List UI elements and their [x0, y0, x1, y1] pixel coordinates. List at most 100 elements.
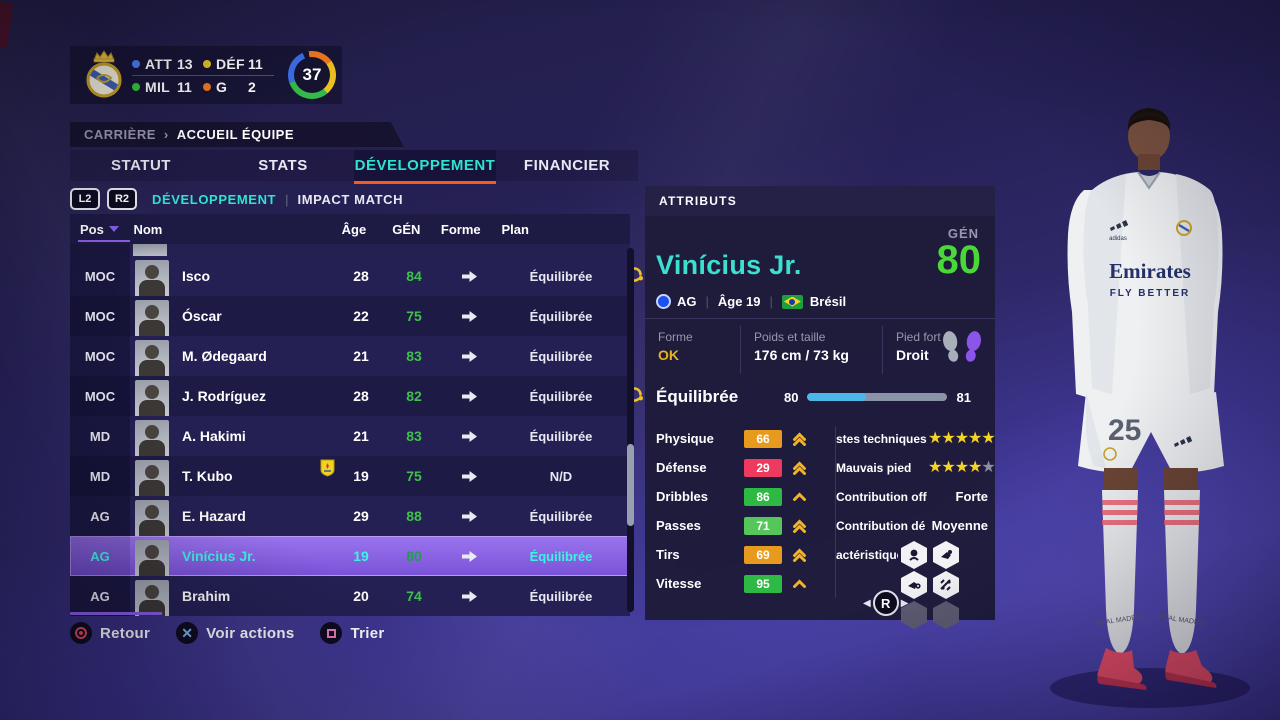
table-row[interactable]: MOC J. Rodríguez 28 82 Équilibrée — [70, 376, 643, 416]
cell-avatar — [130, 416, 174, 456]
column-header-forme[interactable]: Forme — [440, 221, 481, 237]
l2-button-icon[interactable]: L2 — [70, 188, 100, 210]
growth-potential: 81 — [956, 389, 971, 405]
square-button-icon[interactable] — [320, 622, 343, 644]
growth-current: 80 — [784, 389, 799, 405]
pager-left-arrow-icon[interactable]: ◀ — [863, 597, 871, 609]
tab-developpement[interactable]: DÉVELOPPEMENT — [354, 150, 496, 184]
cell-form — [442, 590, 496, 603]
table-row[interactable]: AG Brahim 20 74 Équilibrée — [70, 576, 630, 616]
table-row[interactable]: AG Vinícius Jr. 19 80 Équilibrée — [70, 536, 630, 576]
cell-name: J. Rodríguez — [182, 388, 267, 404]
player-render: adidas Emirates FLY BETTER 25 REAL MADRI… — [1050, 108, 1250, 708]
cell-age: 29 — [353, 508, 369, 524]
table-row[interactable]: MOC Isco 28 84 Équilibrée — [70, 256, 643, 296]
cell-age: 21 — [353, 428, 369, 444]
table-scrollbar[interactable] — [627, 248, 634, 612]
tab-financier[interactable]: FINANCIER — [523, 157, 611, 174]
cell-avatar — [130, 496, 174, 536]
column-header-nom[interactable]: Nom — [133, 221, 163, 237]
traits-column: stes techniques ★★★★★ Mauvais pied ★★★★★… — [836, 424, 996, 629]
tab-statut[interactable]: STATUT — [111, 157, 171, 174]
cell-form — [442, 350, 496, 363]
cell-form — [442, 510, 496, 523]
column-header-gen[interactable]: GÉN — [392, 221, 421, 237]
table-row[interactable]: AG E. Hazard 29 88 Équilibrée — [70, 496, 630, 536]
cell-rating: 84 — [406, 268, 422, 284]
breadcrumb-separator: › — [163, 127, 169, 142]
subnav-next-label[interactable]: IMPACT MATCH — [297, 191, 404, 207]
cell-position: MOC — [70, 256, 130, 296]
attribute-row: Tirs 69 — [656, 540, 831, 569]
cell-avatar — [130, 536, 174, 576]
table-row-partial — [70, 244, 630, 256]
att-dot-icon — [132, 59, 140, 68]
avatar — [135, 420, 169, 456]
table-row[interactable]: MOC M. Ødegaard 21 83 Équilibrée — [70, 336, 630, 376]
column-header-plan[interactable]: Plan — [501, 221, 529, 237]
avatar — [133, 244, 167, 256]
avatar — [135, 380, 169, 416]
cell-plan: Équilibrée — [529, 588, 593, 604]
def-dot-icon — [203, 59, 211, 68]
cell-rating: 74 — [406, 588, 422, 604]
growth-plan-label: Équilibrée — [656, 387, 739, 406]
right-stick-button-icon[interactable]: R — [872, 590, 899, 616]
info-value-pied: Droit — [896, 347, 929, 363]
cell-form — [442, 470, 496, 483]
cell-age: 28 — [353, 388, 369, 404]
table-row[interactable]: MD A. Hakimi 21 83 Équilibrée — [70, 416, 630, 456]
cell-age: 22 — [353, 308, 369, 324]
info-value-poids: 176 cm / 73 kg — [754, 347, 849, 363]
info-label: Pied fort — [896, 330, 941, 344]
tab-stats[interactable]: STATS — [258, 157, 308, 174]
form-steady-arrow-icon — [461, 310, 477, 322]
trait-shot-icon — [933, 541, 959, 569]
action-bar: Retour ✕ Voir actions Trier — [70, 620, 411, 646]
stat-value: 11 — [248, 55, 263, 72]
stat-value: 13 — [177, 55, 193, 72]
action-voir-actions[interactable]: Voir actions — [206, 624, 295, 642]
cell-position: AG — [70, 496, 130, 536]
table-row[interactable]: MD T. Kubo 19 75 N/D — [70, 456, 630, 496]
cell-avatar — [130, 376, 174, 416]
feet-icon — [943, 331, 981, 362]
skill-moves-stars: ★★★★★ — [928, 429, 996, 447]
attribute-row: Passes 71 — [656, 511, 831, 540]
r2-button-icon[interactable]: R2 — [107, 188, 137, 210]
cell-position: MD — [70, 456, 130, 496]
cell-age: 19 — [353, 468, 369, 484]
pager-right-arrow-icon[interactable]: ▶ — [900, 597, 909, 609]
form-steady-arrow-icon — [461, 430, 477, 442]
cell-plan: N/D — [549, 468, 573, 484]
position-dot-icon — [656, 294, 671, 309]
stat-label: ATT — [145, 55, 173, 72]
cell-position: MOC — [70, 376, 130, 416]
subnav: L2 R2 DÉVELOPPEMENT | IMPACT MATCH — [70, 188, 403, 210]
info-label: Poids et taille — [754, 330, 826, 344]
table-row[interactable]: MOC Óscar 22 75 Équilibrée — [70, 296, 630, 336]
player-table-body: MOC Isco 28 84 Équilibrée MOC Óscar 2 — [70, 256, 643, 616]
cross-button-icon[interactable]: ✕ — [176, 622, 199, 644]
stat-value: 11 — [177, 78, 192, 95]
form-steady-arrow-icon — [461, 270, 477, 282]
stat-label: G — [216, 78, 228, 95]
trait-weak-foot: Mauvais pied ★★★★★ — [836, 458, 996, 476]
circle-button-icon[interactable] — [70, 622, 92, 644]
info-label: Forme — [658, 330, 693, 344]
cell-age: 19 — [353, 548, 369, 564]
cell-name: Brahim — [182, 588, 231, 604]
svg-text:25: 25 — [1108, 414, 1141, 447]
column-header-age[interactable]: Âge — [341, 221, 367, 237]
cell-rating: 83 — [406, 348, 422, 364]
action-retour[interactable]: Retour — [100, 624, 151, 642]
cell-rating: 80 — [406, 548, 422, 564]
club-crest-icon — [86, 50, 122, 98]
scrollbar-thumb[interactable] — [627, 444, 634, 526]
subnav-active-label: DÉVELOPPEMENT — [152, 191, 277, 207]
action-trier[interactable]: Trier — [350, 624, 385, 642]
weak-foot-stars: ★★★★★ — [928, 458, 996, 476]
column-header-pos[interactable]: Pos — [70, 214, 131, 244]
cell-position: AG — [70, 536, 130, 576]
